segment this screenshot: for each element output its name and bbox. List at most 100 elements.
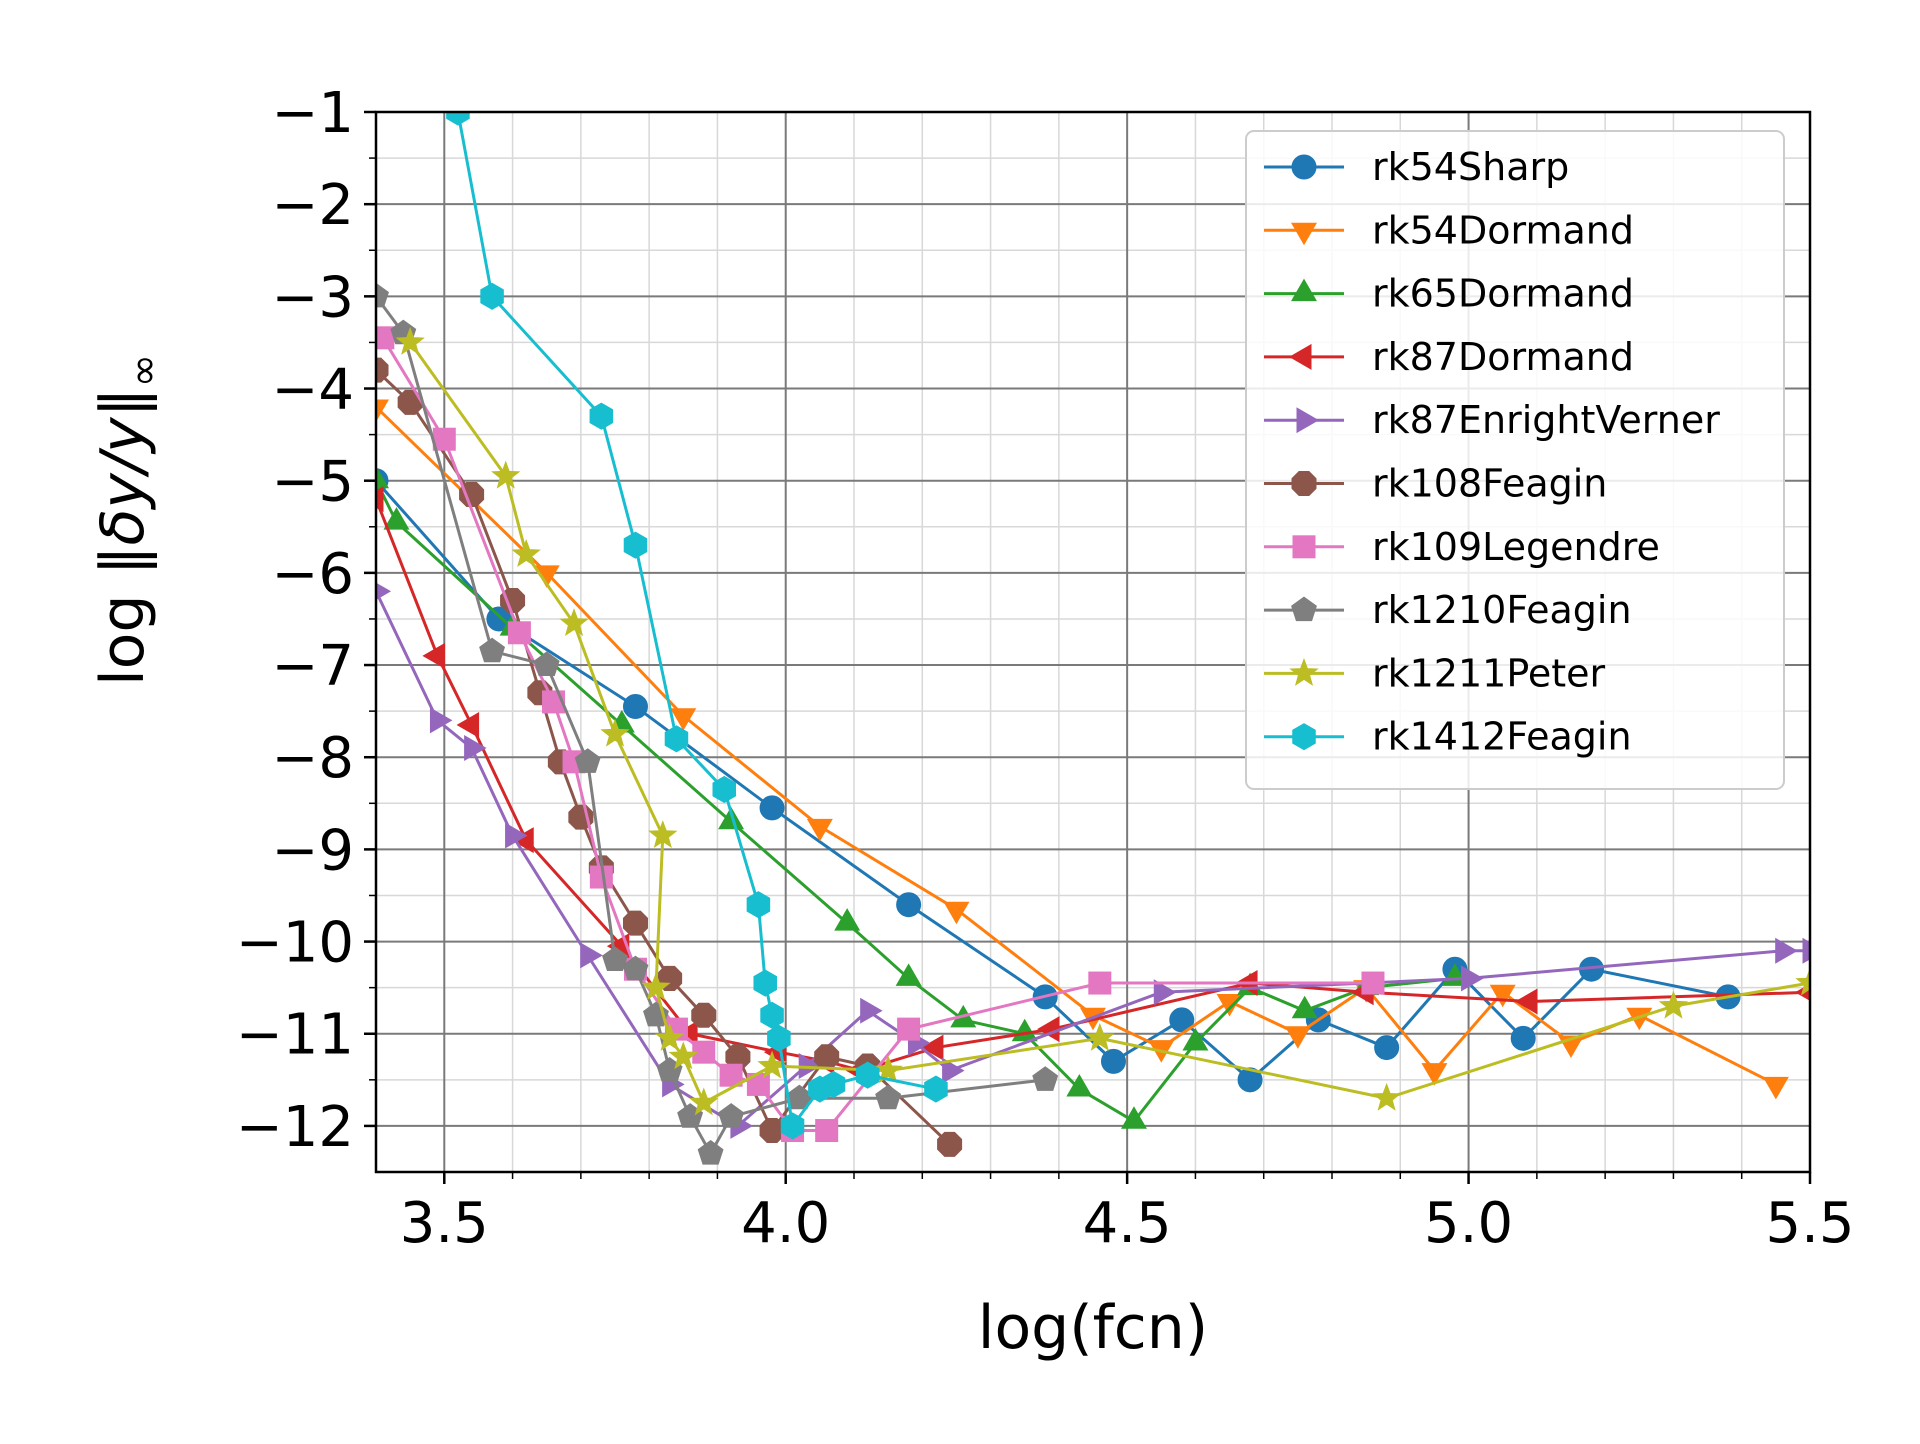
- y-tick-label: −2: [271, 173, 354, 238]
- legend-entry-rk54Dormand: rk54Dormand: [1264, 208, 1634, 252]
- legend-entry-rk1210Feagin: rk1210Feagin: [1264, 588, 1632, 632]
- data-point-rk87EnrightVerner: [464, 735, 487, 761]
- legend-box: [1245, 130, 1785, 790]
- legend-marker: [1291, 278, 1317, 302]
- data-point-rk65Dormand: [718, 806, 745, 830]
- y-tick-label: −9: [271, 818, 354, 883]
- series-line-rk65Dormand: [376, 480, 1456, 1123]
- data-point-rk65Dormand: [1291, 995, 1318, 1019]
- data-point-rk1211Peter: [1658, 990, 1689, 1019]
- legend-entry-rk1211Peter: rk1211Peter: [1264, 651, 1606, 695]
- legend-marker: [1292, 723, 1316, 751]
- data-point-rk1211Peter: [1795, 967, 1810, 996]
- data-point-rk54Sharp: [1100, 1048, 1126, 1074]
- data-point-rk1210Feagin: [602, 946, 628, 972]
- data-point-rk1211Peter: [395, 327, 425, 355]
- data-point-rk87Dormand: [920, 1034, 944, 1061]
- legend-marker: [1291, 596, 1317, 622]
- data-point-rk65Dormand: [834, 908, 861, 931]
- x-tick-label: 4.0: [741, 1191, 830, 1256]
- x-tick-label: 3.5: [400, 1191, 489, 1256]
- y-axis-title-tail: ‖: [88, 387, 158, 417]
- data-point-rk1211Peter: [648, 820, 678, 849]
- data-point-rk87Dormand: [376, 486, 384, 513]
- legend-label: rk87Dormand: [1372, 335, 1634, 379]
- data-point-rk1211Peter: [1085, 1022, 1115, 1051]
- data-point-rk54Dormand: [943, 901, 970, 925]
- data-point-rk54Sharp: [1237, 1067, 1263, 1093]
- data-point-rk108Feagin: [500, 588, 526, 614]
- data-point-rk87EnrightVerner: [429, 707, 453, 734]
- data-point-rk1210Feagin: [622, 955, 649, 981]
- data-point-rk109Legendre: [815, 1119, 839, 1143]
- legend-entry-rk54Sharp: rk54Sharp: [1264, 145, 1569, 189]
- legend-entry-rk108Feagin: rk108Feagin: [1264, 462, 1607, 506]
- data-point-rk87EnrightVerner: [376, 582, 391, 600]
- data-point-rk108Feagin: [376, 357, 389, 383]
- legend-marker: [1296, 407, 1320, 434]
- data-point-rk1211Peter: [491, 460, 521, 489]
- y-axis-title-main: log ‖: [88, 545, 158, 686]
- data-point-rk1412Feagin: [780, 1112, 805, 1140]
- series-rk1210Feagin: [376, 282, 1059, 1165]
- data-point-rk1210Feagin: [697, 1139, 724, 1165]
- y-tick-label: −10: [236, 911, 354, 976]
- data-point-rk65Dormand: [1120, 1106, 1147, 1129]
- data-point-rk87EnrightVerner: [1153, 979, 1177, 1006]
- data-point-rk1211Peter: [873, 1055, 903, 1084]
- legend-label: rk87EnrightVerner: [1372, 398, 1720, 442]
- data-point-rk54Sharp: [759, 795, 785, 821]
- data-point-rk1210Feagin: [376, 282, 389, 308]
- legend-marker: [1288, 343, 1312, 370]
- data-point-rk54Sharp: [1510, 1025, 1536, 1051]
- y-tick-label: −5: [271, 450, 354, 515]
- y-axis-title-math: δy/y: [88, 416, 158, 545]
- data-point-rk1412Feagin: [589, 402, 614, 430]
- axes-frame: [374, 110, 1812, 1174]
- y-axis-title-sub: ∞: [121, 354, 167, 387]
- data-point-rk65Dormand: [1066, 1074, 1093, 1097]
- data-point-rk1211Peter: [668, 1041, 698, 1070]
- legend-label: rk108Feagin: [1372, 462, 1607, 506]
- data-point-rk54Dormand: [376, 399, 389, 422]
- data-point-rk54Sharp: [622, 694, 648, 720]
- legend-label: rk54Sharp: [1372, 145, 1569, 189]
- data-point-rk87EnrightVerner: [942, 1057, 965, 1084]
- data-point-rk1211Peter: [511, 539, 541, 567]
- x-tick-label: 5.5: [1765, 1191, 1854, 1256]
- data-point-rk1412Feagin: [924, 1075, 948, 1103]
- legend-label: rk109Legendre: [1372, 525, 1660, 569]
- data-point-rk54Sharp: [1374, 1035, 1400, 1061]
- y-tick-label: −11: [236, 1003, 354, 1068]
- data-point-rk1412Feagin: [760, 1001, 784, 1029]
- legend-marker: [1292, 535, 1316, 559]
- data-point-rk54Sharp: [896, 892, 922, 918]
- data-point-rk54Dormand: [670, 708, 697, 731]
- legend-entry-rk87EnrightVerner: rk87EnrightVerner: [1264, 398, 1720, 442]
- data-point-rk1210Feagin: [574, 748, 601, 773]
- legend-marker: [1291, 470, 1317, 497]
- data-point-rk1412Feagin: [821, 1070, 846, 1099]
- legend: rk54Sharp rk54Dormand rk65Dormand rk87Dorma…: [1245, 130, 1785, 790]
- legend-entry-rk1412Feagin: rk1412Feagin: [1264, 715, 1632, 759]
- data-point-rk1210Feagin: [1032, 1066, 1059, 1091]
- data-point-rk109Legendre: [1088, 971, 1112, 995]
- data-point-rk65Dormand: [1182, 1027, 1209, 1051]
- y-tick-label: −6: [271, 542, 354, 607]
- data-point-rk1412Feagin: [746, 891, 771, 919]
- data-point-rk65Dormand: [895, 963, 922, 986]
- x-tick-label: 4.5: [1083, 1191, 1172, 1256]
- data-point-rk1412Feagin: [712, 775, 737, 804]
- y-tick-label: −1: [271, 81, 354, 146]
- y-axis-title: log ‖δy/y‖∞: [88, 354, 167, 686]
- data-point-rk54Sharp: [1169, 1007, 1195, 1033]
- data-point-rk108Feagin: [937, 1131, 963, 1157]
- data-point-rk108Feagin: [814, 1044, 840, 1070]
- data-point-rk54Dormand: [1284, 1026, 1311, 1049]
- data-point-rk1211Peter: [641, 972, 671, 1001]
- data-point-rk87EnrightVerner: [860, 997, 883, 1024]
- data-point-rk1412Feagin: [480, 282, 504, 310]
- data-point-rk87Dormand: [456, 711, 480, 738]
- y-tick-label: −3: [271, 265, 354, 330]
